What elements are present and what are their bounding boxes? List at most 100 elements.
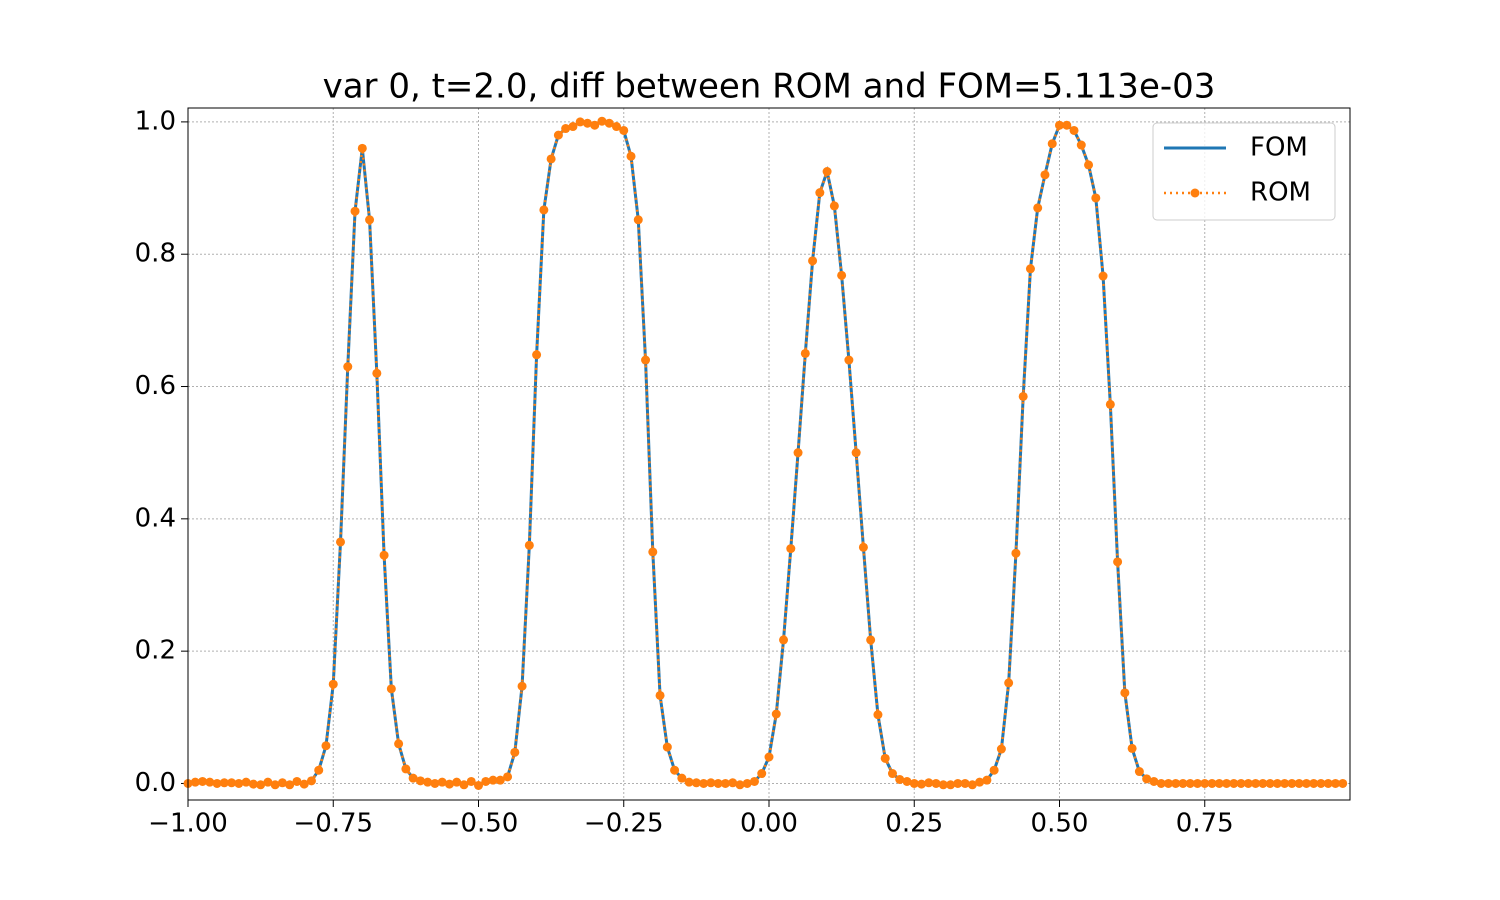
data-point bbox=[691, 778, 701, 788]
chart-title: var 0, t=2.0, diff between ROM and FOM=5… bbox=[323, 67, 1216, 107]
y-tick-label: 0.8 bbox=[135, 239, 176, 269]
data-point bbox=[706, 778, 716, 788]
data-point bbox=[887, 769, 897, 779]
data-point bbox=[372, 368, 382, 378]
data-point bbox=[895, 774, 905, 784]
data-point bbox=[989, 765, 999, 775]
data-point bbox=[474, 780, 483, 790]
x-tick-label: −1.00 bbox=[148, 809, 228, 839]
data-point bbox=[866, 635, 876, 645]
data-point bbox=[590, 120, 600, 130]
data-point bbox=[1287, 778, 1297, 788]
data-point bbox=[524, 540, 534, 550]
data-point bbox=[670, 765, 680, 775]
data-point bbox=[917, 779, 927, 789]
data-point bbox=[1200, 778, 1210, 788]
data-point bbox=[1062, 120, 1072, 130]
data-point bbox=[1120, 688, 1130, 698]
data-point bbox=[728, 778, 738, 788]
data-point bbox=[517, 681, 527, 691]
data-point bbox=[648, 547, 658, 557]
data-point bbox=[851, 448, 861, 458]
data-point bbox=[568, 122, 578, 132]
data-point bbox=[662, 742, 672, 752]
data-point bbox=[495, 775, 505, 785]
data-point bbox=[430, 778, 440, 788]
data-point bbox=[481, 776, 491, 786]
data-point bbox=[1338, 778, 1348, 788]
data-point bbox=[677, 773, 687, 783]
data-point bbox=[1142, 774, 1152, 784]
data-point bbox=[306, 776, 316, 786]
data-point bbox=[655, 690, 665, 700]
data-point bbox=[982, 775, 992, 785]
x-tick-label: 0.75 bbox=[1176, 809, 1234, 839]
data-point bbox=[837, 270, 847, 280]
data-point bbox=[415, 776, 425, 786]
data-point bbox=[684, 777, 694, 787]
data-point bbox=[633, 215, 643, 225]
x-tick-label: 0.00 bbox=[740, 809, 798, 839]
data-point bbox=[1280, 778, 1290, 788]
data-point bbox=[1018, 391, 1028, 401]
data-point bbox=[1301, 778, 1311, 788]
data-point bbox=[996, 744, 1006, 754]
data-point bbox=[561, 124, 571, 134]
data-point bbox=[1222, 778, 1232, 788]
data-point bbox=[314, 765, 324, 775]
y-tick-label: 0.6 bbox=[135, 371, 176, 401]
data-point bbox=[1185, 778, 1195, 788]
data-point bbox=[248, 779, 258, 789]
data-point bbox=[1055, 120, 1064, 130]
legend-marker bbox=[1190, 188, 1200, 198]
legend: FOM ROM bbox=[1152, 122, 1336, 221]
x-tick-label: −0.75 bbox=[293, 809, 373, 839]
data-point bbox=[299, 779, 309, 789]
y-tick-label: 0.2 bbox=[135, 636, 176, 666]
data-point bbox=[1047, 139, 1057, 149]
data-point bbox=[553, 130, 563, 140]
data-point bbox=[546, 154, 556, 164]
data-point bbox=[720, 778, 730, 788]
data-point bbox=[1258, 778, 1268, 788]
data-point bbox=[815, 188, 825, 198]
data-point bbox=[699, 778, 709, 788]
data-point bbox=[270, 780, 280, 790]
data-point bbox=[386, 684, 396, 694]
data-point bbox=[1156, 778, 1166, 788]
data-point bbox=[1069, 125, 1079, 135]
data-point bbox=[394, 739, 404, 749]
data-point bbox=[263, 777, 273, 787]
data-point bbox=[488, 775, 498, 785]
data-point bbox=[1098, 271, 1108, 281]
series-line bbox=[187, 119, 1343, 787]
legend-label: ROM bbox=[1250, 178, 1311, 208]
data-point bbox=[1163, 778, 1173, 788]
data-point bbox=[212, 778, 222, 788]
data-point bbox=[902, 776, 912, 786]
data-point bbox=[437, 777, 447, 787]
data-point bbox=[510, 747, 520, 757]
data-point bbox=[198, 776, 208, 786]
data-point bbox=[1236, 778, 1246, 788]
data-point bbox=[1229, 778, 1239, 788]
data-point bbox=[321, 741, 331, 751]
data-point bbox=[241, 777, 251, 787]
data-point bbox=[582, 118, 592, 128]
data-point bbox=[742, 778, 752, 788]
data-point bbox=[1251, 778, 1261, 788]
data-point bbox=[1134, 767, 1144, 777]
data-point bbox=[953, 778, 963, 788]
data-point bbox=[779, 635, 789, 645]
data-point bbox=[401, 764, 411, 774]
data-point bbox=[277, 778, 287, 788]
data-point bbox=[626, 151, 636, 161]
data-point bbox=[967, 780, 977, 790]
x-tick-label: 0.25 bbox=[885, 809, 943, 839]
data-point bbox=[379, 550, 389, 560]
data-point bbox=[597, 116, 607, 126]
data-point bbox=[713, 778, 723, 788]
data-point bbox=[1076, 140, 1086, 150]
